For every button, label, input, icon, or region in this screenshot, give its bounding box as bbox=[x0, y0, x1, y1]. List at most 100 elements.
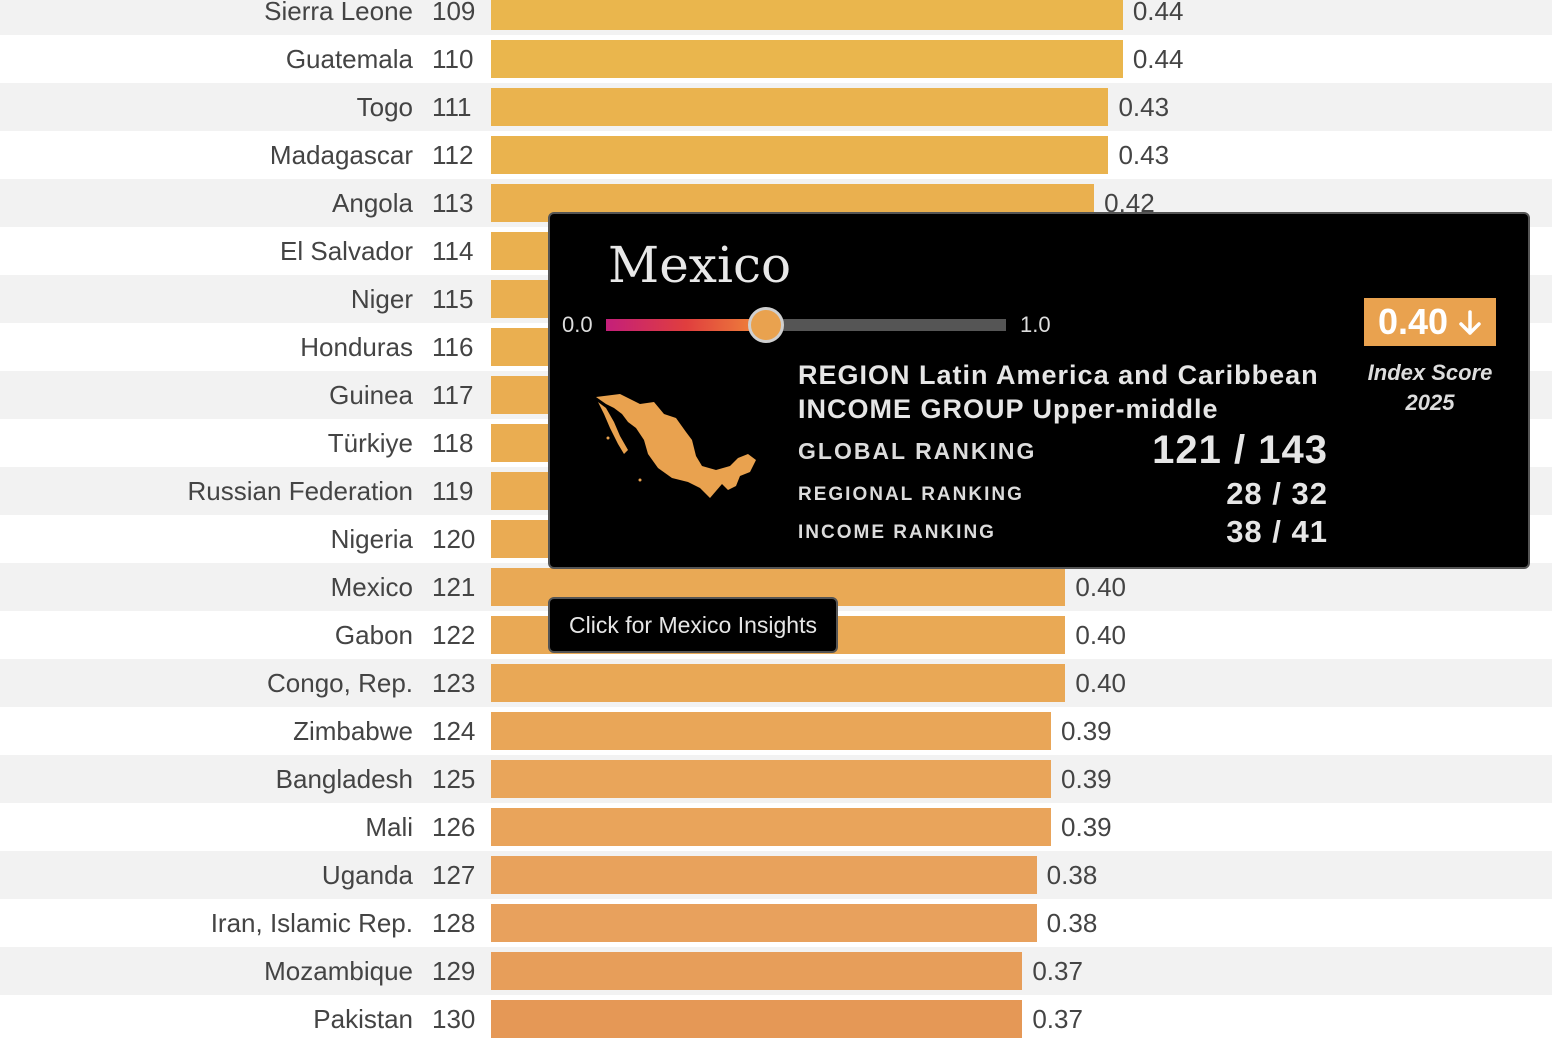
income-group-line: INCOME GROUP Upper-middle bbox=[798, 394, 1219, 425]
country-label: Bangladesh bbox=[275, 764, 413, 794]
value-label: 0.37 bbox=[1032, 1004, 1083, 1034]
country-label: Gabon bbox=[334, 620, 413, 650]
table-row[interactable]: Zimbabwe 124 0.39 bbox=[0, 707, 1552, 755]
value-label: 0.37 bbox=[1032, 956, 1083, 986]
region-line: REGION Latin America and Caribbean bbox=[798, 360, 1319, 391]
region-key: REGION bbox=[798, 360, 911, 390]
rank-label: 120 bbox=[432, 524, 476, 554]
table-row[interactable]: Uganda 127 0.38 bbox=[0, 851, 1552, 899]
score-bar[interactable] bbox=[491, 88, 1109, 126]
value-label: 0.44 bbox=[1132, 0, 1184, 26]
rank-label: 119 bbox=[432, 476, 474, 506]
table-row[interactable]: Iran, Islamic Rep. 128 0.38 bbox=[0, 899, 1552, 947]
country-label: Mozambique bbox=[264, 956, 413, 986]
value-label: 0.39 bbox=[1061, 812, 1112, 842]
value-label: 0.40 bbox=[1075, 668, 1126, 698]
table-row[interactable]: Togo 111 0.43 bbox=[0, 83, 1552, 131]
region-value: Latin America and Caribbean bbox=[919, 360, 1319, 390]
table-row[interactable]: Pakistan 130 0.37 bbox=[0, 995, 1552, 1043]
country-label: Guatemala bbox=[285, 44, 413, 74]
rank-label: 126 bbox=[432, 812, 476, 842]
income-group-key: INCOME GROUP bbox=[798, 394, 1025, 424]
score-value: 0.40 bbox=[1377, 301, 1449, 342]
rank-label: 130 bbox=[432, 1004, 476, 1034]
country-label: Niger bbox=[350, 284, 413, 314]
country-label: Iran, Islamic Rep. bbox=[210, 908, 413, 938]
score-bar[interactable] bbox=[491, 712, 1052, 750]
value-label: 0.38 bbox=[1046, 908, 1098, 938]
rank-label: 114 bbox=[432, 236, 474, 266]
income-ranking-value: 38 / 41 bbox=[1226, 514, 1328, 549]
rank-label: 117 bbox=[432, 380, 474, 410]
table-row[interactable]: Madagascar 112 0.43 bbox=[0, 131, 1552, 179]
country-label: Mali bbox=[365, 812, 413, 842]
rank-label: 129 bbox=[432, 956, 476, 986]
table-row[interactable]: Congo, Rep. 123 0.40 bbox=[0, 659, 1552, 707]
country-label: Nigeria bbox=[330, 524, 413, 554]
value-label: 0.44 bbox=[1132, 44, 1184, 74]
country-label: Zimbabwe bbox=[293, 716, 413, 746]
table-row[interactable]: Mozambique 129 0.37 bbox=[0, 947, 1552, 995]
value-label: 0.40 bbox=[1075, 620, 1126, 650]
scale-min-label: 0.0 bbox=[562, 312, 593, 337]
score-bar[interactable] bbox=[491, 1000, 1023, 1038]
scale-max-label: 1.0 bbox=[1020, 312, 1051, 337]
rank-label: 128 bbox=[432, 908, 476, 938]
score-bar[interactable] bbox=[491, 856, 1037, 894]
country-label: Madagascar bbox=[269, 140, 413, 170]
global-ranking-label: GLOBAL RANKING bbox=[798, 438, 1037, 464]
rank-label: 113 bbox=[432, 188, 474, 218]
mexico-map-icon bbox=[596, 394, 756, 498]
value-label: 0.43 bbox=[1118, 92, 1170, 122]
country-tooltip: Mexico 0.0 1.0 0.40 Index Score 2025 REG… bbox=[548, 212, 1530, 569]
country-label: Russian Federation bbox=[187, 476, 413, 506]
income-group-value: Upper-middle bbox=[1032, 394, 1219, 424]
country-label: Honduras bbox=[300, 332, 413, 362]
global-ranking-value: 121 / 143 bbox=[1152, 428, 1328, 472]
income-ranking-label: INCOME RANKING bbox=[798, 522, 996, 543]
tooltip-country-name: Mexico bbox=[608, 236, 792, 294]
table-row[interactable]: Mali 126 0.39 bbox=[0, 803, 1552, 851]
rank-label: 115 bbox=[432, 284, 474, 314]
rank-label: 123 bbox=[432, 668, 476, 698]
arrow-down-icon bbox=[1459, 310, 1481, 335]
score-bar[interactable] bbox=[491, 0, 1123, 30]
rank-label: 110 bbox=[432, 44, 474, 74]
score-scale-fill bbox=[606, 319, 766, 331]
country-label: Mexico bbox=[330, 572, 413, 602]
table-row[interactable]: Guatemala 110 0.44 bbox=[0, 35, 1552, 83]
rank-label: 125 bbox=[432, 764, 476, 794]
score-caption-year: 2025 bbox=[1405, 390, 1455, 415]
country-label: Pakistan bbox=[313, 1004, 413, 1034]
value-label: 0.40 bbox=[1075, 572, 1126, 602]
country-label: Türkiye bbox=[327, 428, 413, 458]
table-row[interactable]: Bangladesh 125 0.39 bbox=[0, 755, 1552, 803]
value-label: 0.39 bbox=[1061, 716, 1112, 746]
score-bar[interactable] bbox=[491, 760, 1052, 798]
rank-label: 121 bbox=[432, 572, 476, 602]
score-scale bbox=[606, 307, 1006, 343]
rank-label: 122 bbox=[432, 620, 476, 650]
country-label: Guinea bbox=[329, 380, 413, 410]
regional-ranking-value: 28 / 32 bbox=[1226, 476, 1328, 511]
rank-label: 109 bbox=[432, 0, 476, 26]
score-bar[interactable] bbox=[491, 808, 1052, 846]
rank-label: 124 bbox=[432, 716, 476, 746]
country-label: Sierra Leone bbox=[264, 0, 413, 26]
score-scale-knob bbox=[748, 307, 784, 343]
table-row[interactable]: Sierra Leone 109 0.44 bbox=[0, 0, 1552, 35]
country-insights-button[interactable]: Click for Mexico Insights bbox=[548, 597, 838, 653]
value-label: 0.39 bbox=[1061, 764, 1112, 794]
score-bar[interactable] bbox=[491, 40, 1123, 78]
rank-label: 112 bbox=[432, 140, 474, 170]
value-label: 0.43 bbox=[1118, 140, 1170, 170]
score-bar[interactable] bbox=[491, 952, 1023, 990]
country-label: El Salvador bbox=[280, 236, 413, 266]
regional-ranking-label: REGIONAL RANKING bbox=[798, 484, 1024, 505]
rank-label: 111 bbox=[432, 92, 472, 122]
value-label: 0.38 bbox=[1046, 860, 1098, 890]
rank-label: 118 bbox=[432, 428, 474, 458]
score-bar[interactable] bbox=[491, 664, 1066, 702]
score-bar[interactable] bbox=[491, 136, 1109, 174]
score-bar[interactable] bbox=[491, 904, 1037, 942]
